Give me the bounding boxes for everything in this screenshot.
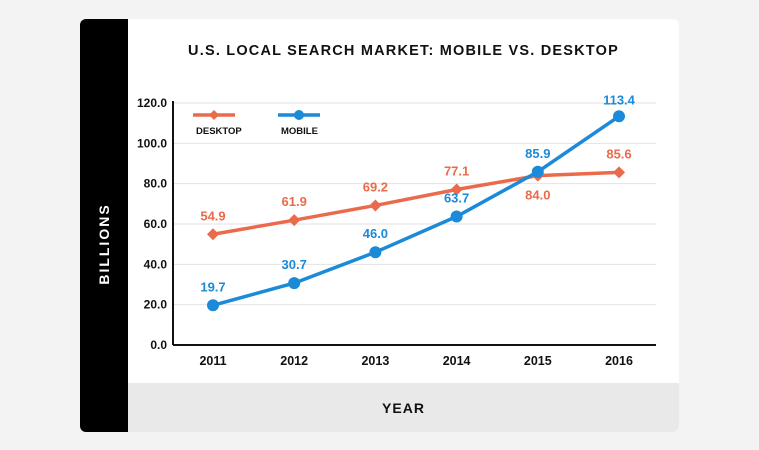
legend-label-desktop: DESKTOP xyxy=(196,126,242,137)
y-axis-band: BILLIONS xyxy=(80,19,128,432)
mobile-series-line xyxy=(212,114,620,307)
y-tick-label: 20.0 xyxy=(144,298,168,312)
legend-marker-mobile xyxy=(294,110,304,120)
desktop-point xyxy=(613,166,625,179)
mobile-point xyxy=(288,277,301,290)
y-tick-label: 60.0 xyxy=(144,217,168,231)
chart-card: BILLIONS U.S. LOCAL SEARCH MARKET: MOBIL… xyxy=(80,19,679,432)
x-tick-label: 2016 xyxy=(605,354,633,368)
x-axis-label: YEAR xyxy=(382,400,425,416)
legend-label-mobile: MOBILE xyxy=(281,126,318,137)
mobile-data-label: 19.7 xyxy=(200,279,225,294)
desktop-point xyxy=(450,183,463,196)
y-tick-label: 0.0 xyxy=(150,338,167,352)
mobile-point xyxy=(531,165,544,178)
mobile-point xyxy=(450,210,463,223)
y-tick-label: 100.0 xyxy=(137,136,167,150)
mobile-data-label: 85.9 xyxy=(525,146,550,161)
y-tick-label: 80.0 xyxy=(144,177,168,191)
x-tick-label: 2012 xyxy=(280,354,308,368)
mobile-data-label: 63.7 xyxy=(444,191,469,206)
y-tick-label: 40.0 xyxy=(144,257,168,271)
y-tick-label: 120.0 xyxy=(137,96,167,110)
desktop-data-label: 69.2 xyxy=(363,179,388,194)
desktop-data-label: 85.6 xyxy=(606,146,631,161)
x-tick-label: 2015 xyxy=(524,354,552,368)
x-tick-label: 2013 xyxy=(361,354,389,368)
x-tick-label: 2011 xyxy=(199,354,226,368)
mobile-point xyxy=(207,299,219,312)
desktop-point xyxy=(288,214,301,227)
mobile-data-label: 30.7 xyxy=(282,257,307,272)
x-axis-band: YEAR xyxy=(128,383,679,432)
desktop-data-label: 61.9 xyxy=(282,194,307,209)
line-chart: 0.0 20.0 40.0 60.0 80.0 100.0 120.0 2011 2012 201… xyxy=(137,92,656,368)
desktop-point xyxy=(207,228,219,241)
desktop-data-label: 84.0 xyxy=(525,188,550,203)
desktop-series-line xyxy=(212,170,620,237)
mobile-point xyxy=(613,110,625,123)
mobile-data-label: 46.0 xyxy=(363,226,388,241)
legend-marker-desktop xyxy=(209,110,219,120)
desktop-point xyxy=(369,199,382,212)
mobile-point xyxy=(369,246,382,259)
chart-title: U.S. LOCAL SEARCH MARKET: MOBILE VS. DES… xyxy=(188,43,619,59)
desktop-data-label: 54.9 xyxy=(200,208,225,223)
mobile-data-label: 113.4 xyxy=(603,92,636,107)
x-tick-label: 2014 xyxy=(443,354,471,368)
desktop-data-label: 77.1 xyxy=(444,164,469,179)
